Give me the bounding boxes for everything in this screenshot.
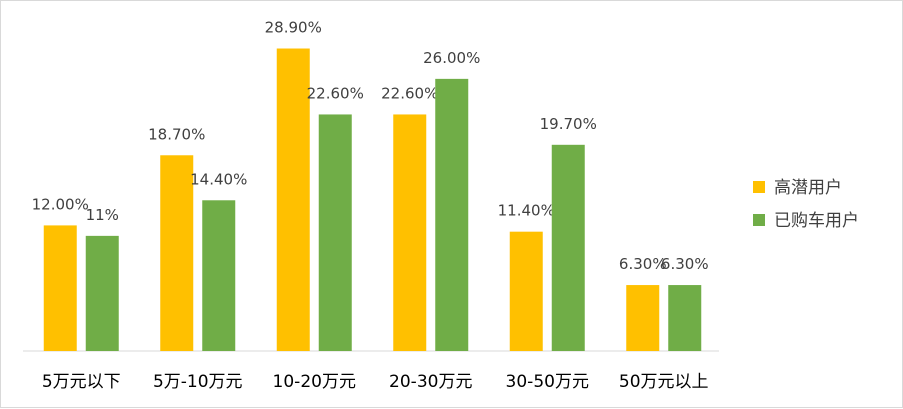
- bar-s1-2: [160, 155, 194, 351]
- x-tick-label-5: 30-50万元: [506, 372, 589, 392]
- bar-s1-1: [43, 225, 77, 351]
- bar-s2-6: [668, 285, 702, 351]
- data-label-s2-5: 19.70%: [540, 115, 597, 133]
- legend-label-2: 已购车用户: [774, 211, 859, 231]
- legend-label-1: 高潜用户: [774, 178, 842, 198]
- bar-s2-4: [435, 78, 469, 351]
- x-tick-label-1: 5万元以下: [42, 372, 121, 392]
- data-label-s1-5: 11.40%: [498, 202, 555, 220]
- x-tick-label-2: 5万-10万元: [153, 372, 243, 392]
- bar-s1-4: [393, 114, 427, 351]
- data-label-s1-4: 22.60%: [381, 84, 438, 102]
- bar-s1-3: [276, 48, 310, 351]
- bar-s2-5: [551, 144, 585, 351]
- data-label-s2-3: 22.60%: [307, 84, 364, 102]
- x-tick-label-4: 20-30万元: [389, 372, 472, 392]
- data-label-s1-1: 12.00%: [32, 195, 89, 213]
- x-tick-label-3: 10-20万元: [273, 372, 356, 392]
- bar-s1-5: [509, 231, 543, 351]
- data-label-s2-4: 26.00%: [423, 49, 480, 67]
- data-label-s1-2: 18.70%: [148, 125, 205, 143]
- x-tick-label-6: 50万元以上: [619, 372, 709, 392]
- data-label-s2-1: 11%: [86, 206, 119, 224]
- data-label-s2-6: 6.30%: [661, 255, 709, 273]
- bar-s1-6: [626, 285, 660, 351]
- bar-s2-1: [85, 235, 119, 351]
- legend-swatch-2: [753, 214, 765, 226]
- bar-s2-2: [202, 200, 236, 351]
- legend-swatch-1: [753, 181, 765, 193]
- data-label-s1-6: 6.30%: [619, 255, 667, 273]
- data-label-s2-2: 14.40%: [190, 170, 247, 188]
- data-label-s1-3: 28.90%: [265, 19, 322, 37]
- bar-s2-3: [318, 114, 352, 351]
